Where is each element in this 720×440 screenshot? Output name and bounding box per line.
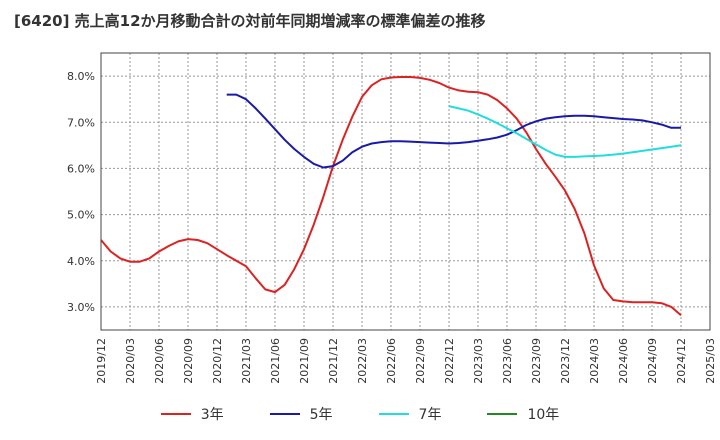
legend-item-5y[interactable]: 5年 <box>269 404 333 424</box>
legend-item-7y[interactable]: 7年 <box>378 404 442 424</box>
x-tick-label: 2023/09 <box>530 338 543 384</box>
legend-swatch-7y <box>378 413 409 415</box>
x-tick-label: 2022/12 <box>443 338 456 384</box>
x-tick-label: 2021/12 <box>327 338 340 384</box>
y-tick-label: 5.0% <box>67 209 95 222</box>
y-axis-ticks: 3.0% 4.0% 5.0% 6.0% 7.0% 8.0% <box>67 70 95 314</box>
legend-swatch-3y <box>160 413 191 415</box>
series-line-2 <box>448 105 682 158</box>
x-tick-label: 2025/03 <box>704 338 717 384</box>
x-tick-label: 2023/06 <box>501 338 514 384</box>
x-tick-label: 2020/09 <box>182 338 195 384</box>
x-tick-label: 2023/03 <box>472 338 485 384</box>
series-lines <box>100 76 682 316</box>
chart-title: [6420] 売上高12か月移動合計の対前年同期増減率の標準偏差の推移 <box>14 12 486 30</box>
x-tick-label: 2024/12 <box>675 338 688 384</box>
y-tick-label: 4.0% <box>67 255 95 268</box>
y-tick-label: 3.0% <box>67 301 95 314</box>
x-tick-label: 2020/12 <box>211 338 224 384</box>
x-tick-label: 2021/03 <box>240 338 253 384</box>
series-line-0 <box>100 76 682 316</box>
y-tick-label: 6.0% <box>67 162 95 175</box>
legend-label-3y: 3年 <box>200 407 224 423</box>
x-tick-label: 2021/09 <box>298 338 311 384</box>
x-tick-label: 2024/09 <box>646 338 659 384</box>
x-tick-label: 2022/03 <box>356 338 369 384</box>
legend-item-3y[interactable]: 3年 <box>160 404 224 424</box>
y-tick-label: 7.0% <box>67 116 95 129</box>
x-tick-label: 2022/09 <box>414 338 427 384</box>
legend-swatch-5y <box>269 413 300 415</box>
x-tick-label: 2021/06 <box>269 338 282 384</box>
legend-label-10y: 10年 <box>527 407 560 423</box>
plot-area-frame <box>100 52 711 331</box>
legend: 3年 5年 7年 10年 <box>0 404 720 424</box>
legend-item-10y[interactable]: 10年 <box>487 404 559 424</box>
legend-label-7y: 7年 <box>418 407 442 423</box>
y-tick-label: 8.0% <box>67 70 95 83</box>
legend-swatch-10y <box>487 413 518 415</box>
x-axis-ticks: 2019/12 2020/03 2020/06 2020/09 2020/12 2021/… <box>95 338 717 384</box>
x-tick-label: 2023/12 <box>559 338 572 384</box>
legend-label-5y: 5年 <box>309 407 333 423</box>
series-line-1 <box>226 93 681 169</box>
x-tick-label: 2020/03 <box>124 338 137 384</box>
x-tick-label: 2020/06 <box>153 338 166 384</box>
x-tick-label: 2024/03 <box>588 338 601 384</box>
x-tick-label: 2024/06 <box>617 338 630 384</box>
grid-lines <box>100 53 711 330</box>
x-tick-label: 2022/06 <box>385 338 398 384</box>
x-tick-label: 2019/12 <box>95 338 108 384</box>
